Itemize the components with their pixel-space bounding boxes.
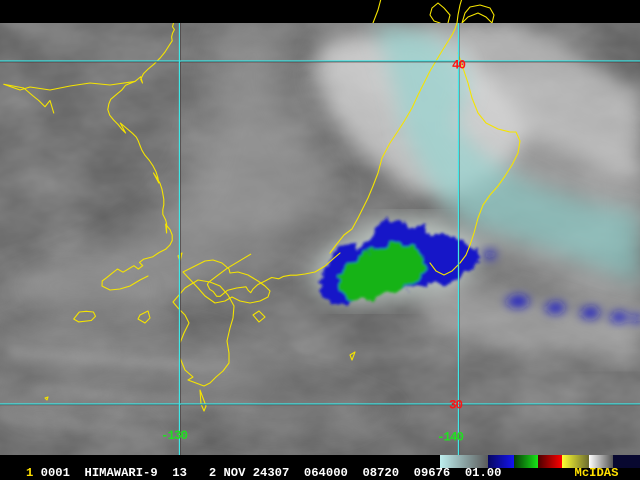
svg-text:-140: -140 xyxy=(437,431,464,445)
svg-text:30: 30 xyxy=(449,399,463,413)
svg-text:40: 40 xyxy=(452,59,466,73)
svg-text:-130: -130 xyxy=(161,429,188,443)
